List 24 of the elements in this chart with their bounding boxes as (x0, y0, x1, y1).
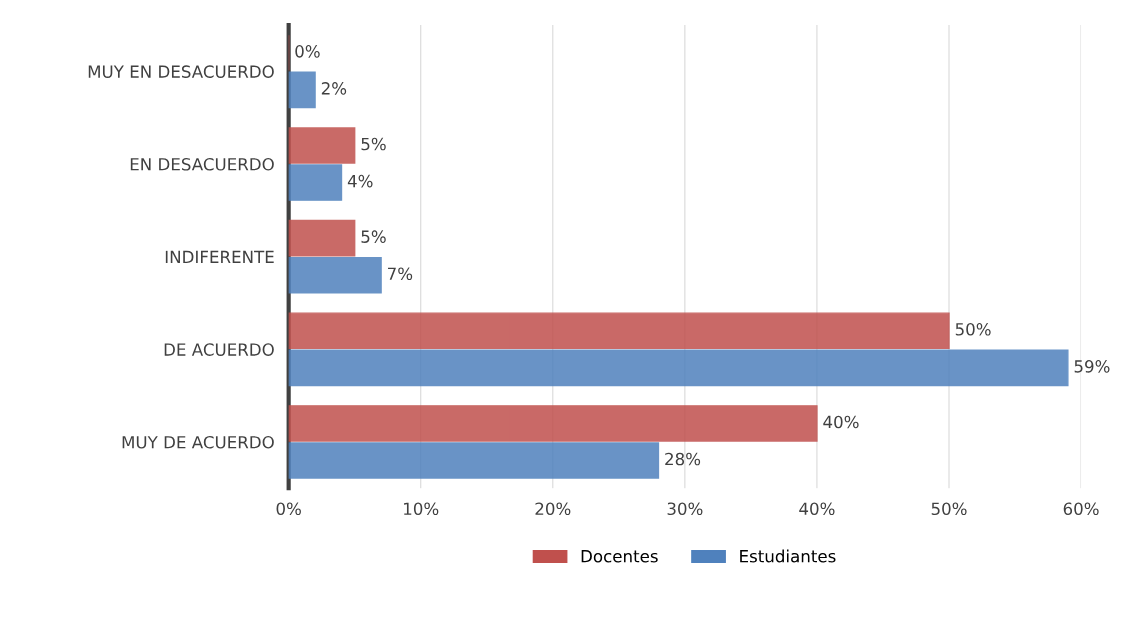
y-tick-label: MUY EN DESACUERDO (88, 65, 274, 78)
legend-label: Docentes (581, 550, 658, 563)
data-label: 2% (321, 82, 347, 95)
data-label: 59% (1074, 360, 1110, 373)
data-label: 50% (955, 323, 991, 336)
y-tick-label: EN DESACUERDO (130, 157, 274, 171)
data-label: 5% (361, 137, 386, 151)
legend-label: Estudiantes (740, 549, 836, 563)
x-tick-label: 20% (535, 502, 571, 516)
data-label: 40% (823, 415, 859, 429)
y-tick-label: DE ACUERDO (164, 343, 274, 356)
y-tick-label: INDIFERENTE (165, 250, 274, 263)
x-tick-label: 40% (799, 502, 835, 516)
x-tick-label: 0% (276, 502, 301, 516)
x-tick-label: 50% (931, 502, 967, 516)
data-label: 7% (388, 267, 413, 281)
data-label: 4% (347, 174, 373, 188)
data-label: 5% (361, 230, 386, 243)
x-tick-label: 60% (1063, 502, 1099, 516)
y-tick-label: MUY DE ACUERDO (122, 435, 274, 449)
data-label: 0% (295, 45, 320, 58)
x-tick-label: 10% (404, 502, 439, 516)
x-tick-label: 30% (667, 502, 703, 516)
data-label: 28% (665, 452, 701, 466)
